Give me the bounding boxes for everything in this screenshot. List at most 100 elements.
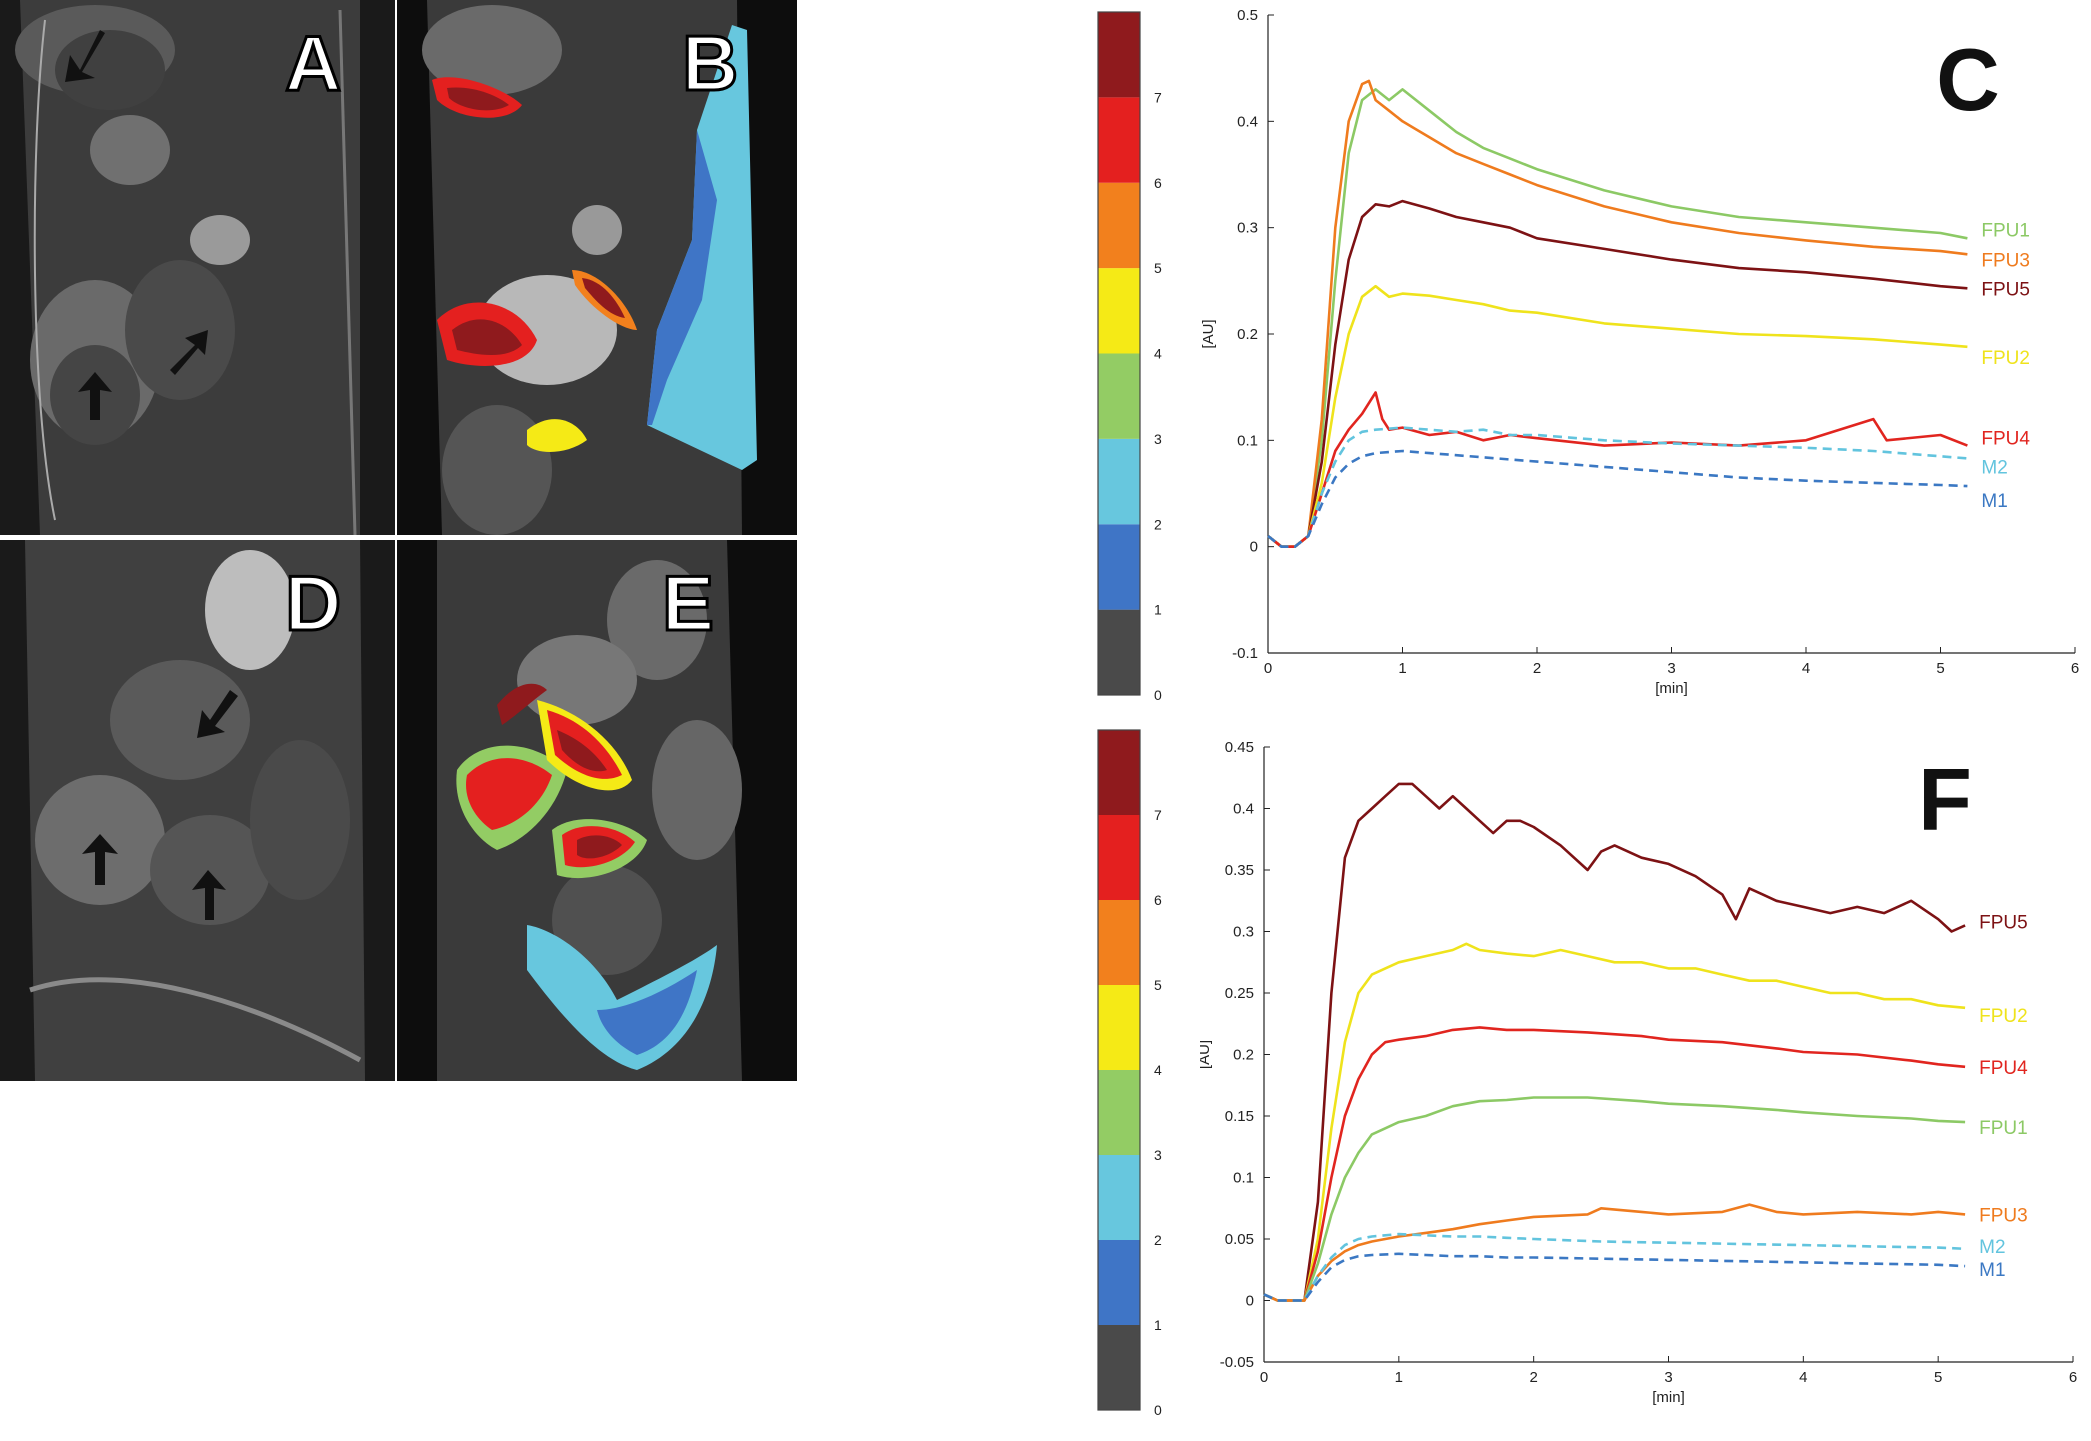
x-axis-label: [min] xyxy=(1652,1389,1685,1406)
colorbar-tick-label: 6 xyxy=(1154,892,1162,908)
y-tick-label: 0.1 xyxy=(1237,432,1258,449)
y-tick-label: 0.3 xyxy=(1233,924,1254,941)
y-tick-label: -0.05 xyxy=(1220,1354,1254,1371)
x-tick-label: 3 xyxy=(1667,660,1675,677)
colorbar-tick-label: 5 xyxy=(1154,260,1162,276)
series-line-fpu5 xyxy=(1263,782,1966,1302)
series-label-fpu5: FPU5 xyxy=(1981,279,2030,300)
series-line-fpu2 xyxy=(1267,284,1968,549)
chart-f: 0 1 2 3 4 5 6 -0.05 0 0.05 0.1 0.15 0.2 0.25 0.3 0.35 0.… xyxy=(1200,739,2077,1406)
x-tick-label: 4 xyxy=(1799,1369,1807,1386)
x-tick-label: 6 xyxy=(2071,660,2079,677)
colorbar-border xyxy=(1097,11,1141,696)
x-tick-label: 6 xyxy=(2069,1369,2077,1386)
series-line-fpu4 xyxy=(1263,1026,1966,1302)
colorbar-tick-label: 5 xyxy=(1154,977,1162,993)
series-line-fpu3 xyxy=(1263,1203,1966,1302)
y-tick-label: 0.2 xyxy=(1237,326,1258,343)
series-label-fpu3: FPU3 xyxy=(1981,250,2030,271)
colorbar-segment-0 xyxy=(1098,1325,1140,1410)
x-tick-label: 3 xyxy=(1664,1369,1672,1386)
colorbar-tick-label: 2 xyxy=(1154,516,1162,532)
x-tick-label: 1 xyxy=(1398,660,1406,677)
mri-panel-d: D xyxy=(0,540,395,1081)
colorbar-tick-label: 1 xyxy=(1154,602,1162,618)
series-line-fpu3 xyxy=(1267,79,1968,549)
series-label-fpu2: FPU2 xyxy=(1979,1006,2028,1027)
series-label-fpu4: FPU4 xyxy=(1979,1058,2028,1079)
series-label-fpu3: FPU3 xyxy=(1979,1205,2028,1226)
colorbar-segment-2 xyxy=(1098,1155,1140,1240)
chart-c: 0 1 2 3 4 5 6 -0.1 0 0.1 0.2 0.3 0.4 0.5 [min] [AU] C FPU… xyxy=(1200,7,2079,697)
colorbar-tick-label: 7 xyxy=(1154,89,1162,105)
y-tick-label: 0.4 xyxy=(1233,801,1254,818)
colorbar-segment-4 xyxy=(1098,268,1140,354)
panel-label-c: C xyxy=(1936,30,2000,129)
x-tick-label: 5 xyxy=(1934,1369,1942,1386)
series-line-fpu2 xyxy=(1263,942,1966,1302)
y-axis-label: [AU] xyxy=(1200,319,1217,348)
mri-panel-b: B xyxy=(397,0,797,535)
colorbar-segment-1 xyxy=(1098,524,1140,610)
colorbar-tick-label: 0 xyxy=(1154,1402,1162,1418)
y-tick-label: 0.3 xyxy=(1237,220,1258,237)
colorbar-segment-0 xyxy=(1098,609,1140,695)
y-tick-label: 0.35 xyxy=(1225,862,1254,879)
mri-panel-e: E xyxy=(397,540,797,1081)
y-tick-label: 0.15 xyxy=(1225,1108,1254,1125)
x-tick-label: 1 xyxy=(1395,1369,1403,1386)
y-tick-label: 0.4 xyxy=(1237,113,1258,130)
colorbar-segment-3 xyxy=(1098,1070,1140,1155)
colorbar-segment-5 xyxy=(1098,182,1140,269)
series-label-m1: M1 xyxy=(1981,491,2007,512)
colorbar-tick-label: 3 xyxy=(1154,431,1162,447)
mri-panel-a: A xyxy=(0,0,395,535)
x-tick-label: 4 xyxy=(1802,660,1810,677)
series-label-m2: M2 xyxy=(1981,457,2007,478)
series-label-fpu2: FPU2 xyxy=(1981,348,2030,369)
colorbar-segment-2 xyxy=(1098,438,1140,525)
y-tick-label: -0.1 xyxy=(1232,645,1258,662)
colorbar-segment-1 xyxy=(1098,1240,1140,1325)
series-label-fpu5: FPU5 xyxy=(1979,912,2028,933)
colorbar-tick-label: 2 xyxy=(1154,1232,1162,1248)
y-tick-label: 0.1 xyxy=(1233,1170,1254,1187)
series-line-m2 xyxy=(1263,1232,1966,1302)
colorbar-tick-label: 4 xyxy=(1154,1062,1162,1078)
colorbar-segment-6 xyxy=(1098,815,1140,900)
series-label-fpu4: FPU4 xyxy=(1981,429,2030,450)
colorbar-tick-label: 1 xyxy=(1154,1317,1162,1333)
colorbar-segment-7 xyxy=(1098,730,1140,815)
colorbar-tick-label: 6 xyxy=(1154,175,1162,191)
y-tick-label: 0.45 xyxy=(1225,739,1254,756)
y-axis-label: [AU] xyxy=(1200,1040,1213,1069)
series-line-fpu1 xyxy=(1267,88,1968,549)
x-tick-label: 5 xyxy=(1936,660,1944,677)
y-tick-label: 0 xyxy=(1246,1293,1254,1310)
x-tick-label: 2 xyxy=(1533,660,1541,677)
colorbar-tick-label: 7 xyxy=(1154,807,1162,823)
y-tick-label: 0.2 xyxy=(1233,1047,1254,1064)
x-tick-label: 0 xyxy=(1260,1369,1268,1386)
y-tick-label: 0 xyxy=(1250,539,1258,556)
x-tick-label: 2 xyxy=(1529,1369,1537,1386)
series-line-fpu4 xyxy=(1267,391,1968,549)
colorbar-segment-5 xyxy=(1098,900,1140,985)
series-line-fpu5 xyxy=(1267,199,1968,549)
x-axis-label: [min] xyxy=(1655,680,1688,697)
y-tick-label: 0.05 xyxy=(1225,1231,1254,1248)
x-tick-label: 0 xyxy=(1264,660,1272,677)
series-label-fpu1: FPU1 xyxy=(1981,220,2030,241)
colorbar-tick-label: 4 xyxy=(1154,346,1162,362)
series-line-m1 xyxy=(1267,449,1968,549)
series-label-m1: M1 xyxy=(1979,1260,2005,1281)
y-tick-label: 0.25 xyxy=(1225,985,1254,1002)
colorbar-segment-4 xyxy=(1098,985,1140,1070)
series-line-fpu1 xyxy=(1263,1096,1966,1302)
colorbar-segment-3 xyxy=(1098,353,1140,439)
colorbar-tick-label: 3 xyxy=(1154,1147,1162,1163)
panel-label-d: D xyxy=(285,559,341,647)
series-line-m1 xyxy=(1263,1252,1966,1302)
colorbar-segment-6 xyxy=(1098,97,1140,183)
colorbar-segment-7 xyxy=(1098,12,1140,98)
